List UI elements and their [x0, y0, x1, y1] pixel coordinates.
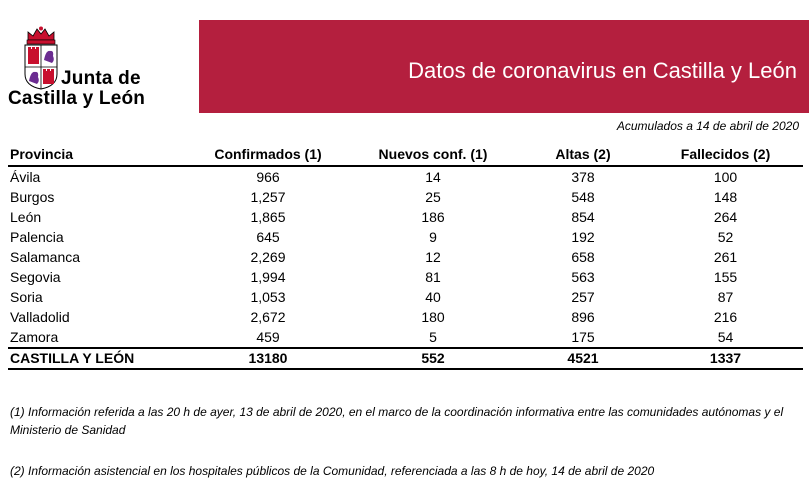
cell-fallecidos: 155	[713, 268, 738, 285]
cell-nuevos: 40	[425, 288, 441, 305]
cell-nuevos: 12	[425, 248, 441, 265]
header-provincia: Provincia	[8, 142, 188, 167]
page-title: Datos de coronavirus en Castilla y León	[408, 58, 797, 83]
cell-provincia: Salamanca	[10, 248, 81, 265]
cell-provincia: Burgos	[10, 188, 55, 205]
junta-logo: Junta de Castilla y León	[8, 26, 168, 116]
cell-confirmados: 1,053	[250, 288, 286, 305]
cell-fallecidos: 54	[717, 328, 734, 345]
cell-altas: 378	[571, 168, 595, 185]
cell-provincia: Ávila	[10, 168, 41, 185]
table-row: Ávila 966 14 378 100	[8, 166, 803, 187]
table-row: Zamora 459 5 175 54	[8, 327, 803, 348]
cell-nuevos: 5	[429, 328, 437, 345]
cell-confirmados: 459	[256, 328, 280, 345]
cell-provincia: León	[10, 208, 42, 225]
table-header-row: Provincia Confirmados (1) Nuevos conf. (…	[8, 142, 803, 167]
cell-nuevos: 25	[425, 188, 441, 205]
cell-nuevos: 9	[429, 228, 437, 245]
cell-fallecidos: 264	[713, 208, 738, 225]
total-nuevos: 552	[348, 347, 518, 370]
total-confirmados: 13180	[188, 347, 348, 370]
cell-altas: 563	[571, 268, 595, 285]
total-label: CASTILLA Y LEÓN	[8, 347, 188, 370]
cell-altas: 658	[571, 248, 595, 265]
cell-altas: 896	[571, 308, 595, 325]
table-total-row: CASTILLA Y LEÓN 13180 552 4521 1337	[8, 347, 803, 370]
cell-fallecidos: 148	[713, 188, 738, 205]
cell-altas: 257	[571, 288, 595, 305]
total-fallecidos: 1337	[648, 347, 803, 370]
table-row: Palencia 645 9 192 52	[8, 227, 803, 247]
table-row: Valladolid 2,672 180 896 216	[8, 307, 803, 327]
cell-confirmados: 1,257	[250, 188, 286, 205]
cell-nuevos: 14	[425, 168, 441, 185]
header-fallecidos: Fallecidos (2)	[648, 142, 803, 167]
cell-provincia: Palencia	[10, 228, 64, 245]
cell-nuevos: 81	[425, 268, 441, 285]
cell-provincia: Valladolid	[10, 308, 70, 325]
table-row: Soria 1,053 40 257 87	[8, 287, 803, 307]
data-table: Provincia Confirmados (1) Nuevos conf. (…	[8, 142, 803, 370]
cell-provincia: Zamora	[10, 328, 59, 345]
cell-fallecidos: 216	[713, 308, 738, 325]
header-confirmados: Confirmados (1)	[188, 142, 348, 167]
coat-of-arms-icon	[24, 26, 58, 90]
cell-confirmados: 1,994	[250, 268, 286, 285]
header-nuevos: Nuevos conf. (1)	[348, 142, 518, 167]
cell-altas: 175	[571, 328, 595, 345]
cell-fallecidos: 100	[713, 168, 738, 185]
date-subtitle: Acumulados a 14 de abril de 2020	[616, 119, 799, 133]
table-row: Burgos 1,257 25 548 148	[8, 187, 803, 207]
cell-nuevos: 180	[421, 308, 445, 325]
logo-text-line2: Castilla y León	[8, 88, 146, 109]
table-row: Salamanca 2,269 12 658 261	[8, 247, 803, 267]
cell-provincia: Soria	[10, 288, 43, 305]
footnote-1: (1) Información referida a las 20 h de a…	[10, 405, 784, 437]
footnote-2: (2) Información asistencial en los hospi…	[10, 464, 655, 478]
table-row: León 1,865 186 854 264	[8, 207, 803, 227]
logo-text-line1: Junta de	[61, 68, 141, 89]
cell-confirmados: 2,269	[250, 248, 286, 265]
cell-confirmados: 1,865	[250, 208, 286, 225]
header-altas: Altas (2)	[518, 142, 648, 167]
cell-fallecidos: 261	[713, 248, 738, 265]
cell-confirmados: 966	[256, 168, 280, 185]
total-altas: 4521	[518, 347, 648, 370]
cell-nuevos: 186	[421, 208, 445, 225]
table-row: Segovia 1,994 81 563 155	[8, 267, 803, 287]
cell-fallecidos: 52	[717, 228, 734, 245]
cell-provincia: Segovia	[10, 268, 61, 285]
cell-altas: 548	[571, 188, 595, 205]
cell-confirmados: 645	[256, 228, 280, 245]
cell-altas: 192	[571, 228, 595, 245]
cell-fallecidos: 87	[717, 288, 734, 305]
cell-altas: 854	[571, 208, 595, 225]
cell-confirmados: 2,672	[250, 308, 286, 325]
title-banner: Datos de coronavirus en Castilla y León	[199, 20, 809, 113]
